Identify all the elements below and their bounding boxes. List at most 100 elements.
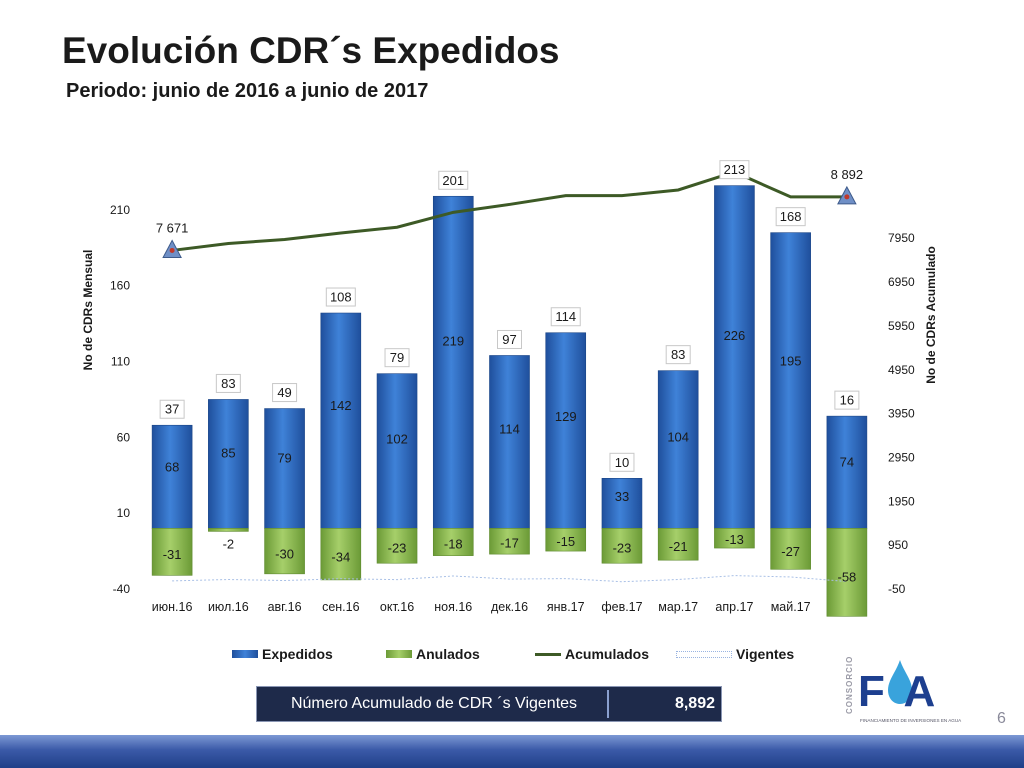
vigentes-value-label-4: 79: [390, 350, 404, 365]
anulados-value-label-8: -23: [613, 541, 632, 556]
x-tick-label-9: мар.17: [658, 600, 698, 614]
anulados-bar-0: [151, 528, 193, 576]
y-tick-label-0: -40: [113, 582, 131, 596]
footer-bar: [0, 735, 1024, 768]
expedidos-bar-5: [432, 195, 474, 529]
vigentes-value-label-12: 16: [840, 393, 854, 408]
page-number: 6: [997, 710, 1006, 727]
x-tick-label-7: янв.17: [547, 600, 585, 614]
expedidos-bar-2: [264, 408, 305, 529]
anulados-value-label-6: -17: [500, 536, 519, 551]
expedidos-value-label-6: 114: [499, 421, 520, 436]
anulados-value-label-5: -18: [444, 536, 463, 551]
vigentes-value-label-3-box: [325, 287, 356, 307]
vigentes-value-label-5-box: [438, 170, 469, 190]
y2-tick-label-8: 7950: [888, 231, 915, 245]
chart-canvas: -40 10 60 110 160 210 -50 950 1950 2950 3950 4950 59…: [81, 160, 938, 617]
x-tick-label-1: июл.16: [208, 600, 249, 614]
anulados-value-label-9: -21: [669, 539, 688, 554]
vigentes-value-label-1-box: [215, 373, 241, 393]
expedidos-value-label-11: 195: [780, 354, 802, 369]
legend-anulados: Anulados: [386, 646, 480, 662]
legend-swatch-vigentes: [676, 650, 732, 658]
legend-swatch-anulados: [386, 650, 412, 658]
anulados-value-label-7: -15: [556, 534, 575, 549]
anulados-bar-3: [320, 528, 362, 581]
summary-value: 8,892: [674, 695, 715, 712]
y2-axis-title: No de CDRs Acumulado: [924, 246, 938, 384]
vigentes-value-label-12-box: [834, 390, 860, 410]
page-title: Evolución CDR´s Expedidos: [62, 30, 560, 71]
acumulados-marker-dot-12: [844, 194, 850, 200]
expedidos-bar-9: [657, 370, 699, 529]
vigentes-value-label-2-box: [272, 383, 298, 403]
vigentes-value-label-5: 201: [442, 173, 464, 188]
vigentes-value-label-0-box: [159, 399, 185, 419]
expedidos-bar-1: [208, 399, 249, 529]
anulados-value-label-12: -58: [837, 570, 856, 585]
vigentes-line: [172, 575, 847, 583]
vigentes-value-label-1: 83: [221, 376, 235, 391]
vigentes-value-label-3: 108: [330, 290, 352, 305]
x-tick-label-11: май.17: [771, 600, 811, 614]
x-tick-label-10: апр.17: [715, 600, 753, 614]
vigentes-value-label-0: 37: [165, 402, 179, 417]
expedidos-value-label-4: 102: [386, 431, 408, 446]
y2-tick-label-3: 2950: [888, 450, 915, 464]
vigentes-value-label-7-box: [550, 307, 581, 327]
expedidos-value-label-3: 142: [330, 398, 352, 413]
acumulados-point-label-0: 7 671: [156, 220, 189, 235]
vigentes-value-label-10-box: [719, 160, 750, 180]
x-tick-label-6: дек.16: [491, 600, 528, 614]
expedidos-bar-10: [714, 185, 755, 529]
y2-tick-label-5: 4950: [888, 363, 915, 377]
expedidos-bar-0: [151, 424, 193, 529]
y-tick-label-2: 60: [117, 430, 131, 444]
expedidos-bar-12: [826, 415, 868, 529]
acumulados-point-label-12: 8 892: [831, 167, 864, 182]
anulados-value-label-11: -27: [781, 544, 800, 559]
y2-tick-label-7: 6950: [888, 275, 915, 289]
vigentes-value-label-8: 10: [615, 455, 629, 470]
anulados-value-label-10: -13: [725, 532, 744, 547]
anulados-value-label-1: -2: [223, 536, 235, 551]
anulados-bar-1: [208, 528, 249, 532]
anulados-bar-7: [545, 528, 587, 552]
expedidos-value-label-10: 226: [724, 328, 746, 343]
anulados-value-label-2: -30: [275, 546, 294, 561]
expedidos-bar-6: [489, 355, 530, 529]
vigentes-value-label-4-box: [384, 348, 410, 368]
page-subtitle: Periodo: junio de 2016 a junio de 2017: [66, 80, 429, 102]
legend-label-vigentes: Vigentes: [736, 646, 795, 662]
anulados-bar-8: [601, 528, 643, 564]
y2-tick-label-4: 3950: [888, 407, 915, 421]
y-axis-title: No de CDRs Mensual: [81, 250, 95, 371]
y2-tick-label-2: 1950: [888, 494, 915, 508]
anulados-bar-12: [826, 528, 868, 617]
expedidos-value-label-5: 219: [442, 334, 464, 349]
anulados-bar-4: [376, 528, 418, 564]
anulados-value-label-0: -31: [163, 547, 182, 562]
legend-expedidos: Expedidos: [232, 646, 333, 662]
expedidos-bar-8: [601, 478, 643, 529]
vigentes-value-label-11-box: [775, 207, 806, 227]
logo-letters: F A: [858, 667, 939, 716]
legend-vigentes: Vigentes: [676, 646, 794, 662]
vigentes-value-label-9-box: [665, 345, 691, 365]
y-tick-label-4: 160: [110, 279, 130, 293]
vigentes-value-label-8-box: [609, 452, 635, 472]
acumulados-marker-dot-0: [169, 247, 175, 253]
x-tick-label-8: фев.17: [601, 600, 642, 614]
anulados-bar-5: [432, 528, 474, 556]
vigentes-value-label-9: 83: [671, 347, 685, 362]
vigentes-value-label-11: 168: [780, 209, 802, 224]
legend-acumulados: Acumulados: [535, 646, 649, 662]
expedidos-value-label-12: 74: [840, 455, 854, 470]
anulados-bar-2: [264, 528, 305, 575]
expedidos-value-label-8: 33: [615, 489, 629, 504]
anulados-bar-11: [770, 528, 811, 570]
y2-tick-label-0: -50: [888, 582, 906, 596]
fia-logo: CONSORCIO F A FINANCIAMIENTO DE INVERSIO…: [845, 656, 962, 723]
anulados-bar-9: [657, 528, 699, 561]
expedidos-value-label-2: 79: [277, 450, 291, 465]
